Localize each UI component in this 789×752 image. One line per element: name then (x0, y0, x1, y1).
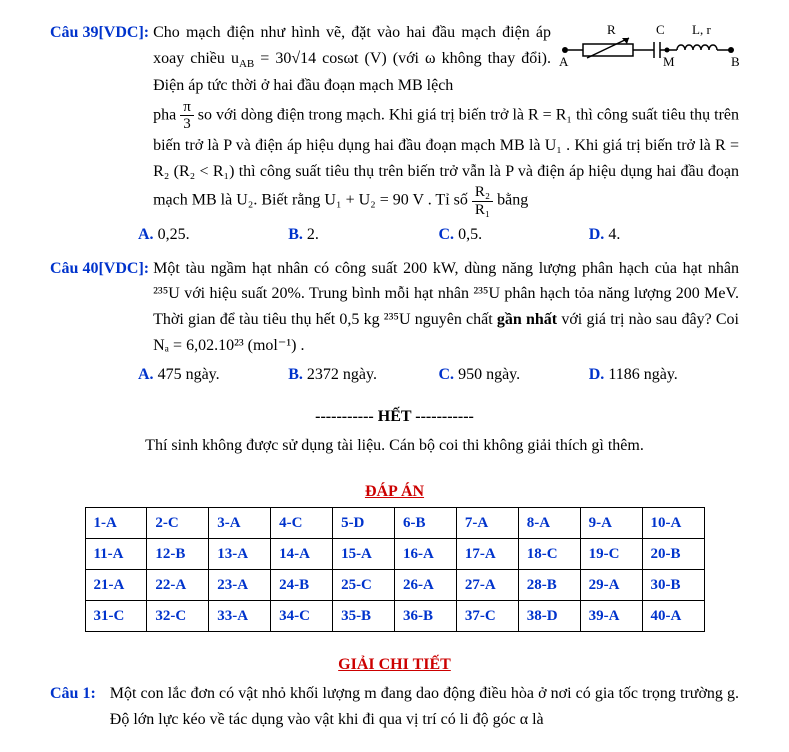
fraction-r2-r1: R₂R₁ (472, 184, 493, 218)
choice-a: A.475 ngày. (138, 362, 288, 388)
answer-cell: 2-C (147, 507, 209, 538)
giaichitiet-title: GIẢI CHI TIẾT (50, 652, 739, 678)
table-row: 31-C 32-C 33-A 34-C 35-B 36-B 37-C 38-D … (85, 600, 704, 631)
answer-cell: 16-A (394, 538, 456, 569)
label-Lr: L, r (692, 24, 711, 37)
answer-cell: 38-D (518, 600, 580, 631)
note-text: Thí sinh không được sử dụng tài liệu. Cá… (50, 433, 739, 459)
answer-cell: 9-A (580, 507, 642, 538)
question-body: R C L, r A (153, 20, 739, 218)
label-B: B (731, 54, 739, 69)
choice-letter: A. (138, 362, 154, 388)
answer-cell: 11-A (85, 538, 147, 569)
answer-cell: 32-C (147, 600, 209, 631)
answer-cell: 39-A (580, 600, 642, 631)
answer-cell: 34-C (271, 600, 333, 631)
answer-cell: 7-A (456, 507, 518, 538)
answer-cell: 1-A (85, 507, 147, 538)
question-39: Câu 39[VDC]: R C L, r A (50, 20, 739, 218)
solution-body: Một con lắc đơn có vật nhỏ khối lượng m … (110, 681, 739, 732)
end-marker: ----------- HẾT ----------- (50, 404, 739, 430)
choice-letter: D. (589, 222, 605, 248)
choice-letter: D. (589, 362, 605, 388)
q39-text-4: so với dòng điện trong mạch. Khi giá trị… (153, 107, 739, 209)
answer-cell: 24-B (271, 569, 333, 600)
choice-text: 2. (307, 222, 319, 248)
answer-cell: 30-B (642, 569, 704, 600)
answer-cell: 8-A (518, 507, 580, 538)
answer-cell: 5-D (333, 507, 395, 538)
table-row: 21-A 22-A 23-A 24-B 25-C 26-A 27-A 28-B … (85, 569, 704, 600)
choice-d: D.4. (589, 222, 739, 248)
answer-cell: 22-A (147, 569, 209, 600)
answer-cell: 26-A (394, 569, 456, 600)
choice-letter: C. (439, 362, 455, 388)
answer-cell: 28-B (518, 569, 580, 600)
question-body: Một tàu ngầm hạt nhân có công suất 200 k… (153, 256, 739, 358)
q39-text-5: bằng (493, 192, 528, 209)
choice-d: D.1186 ngày. (589, 362, 739, 388)
dapan-title: ĐÁP ÁN (50, 479, 739, 505)
answer-cell: 23-A (209, 569, 271, 600)
answer-cell: 14-A (271, 538, 333, 569)
choice-letter: A. (138, 222, 154, 248)
choice-text: 4. (608, 222, 620, 248)
label-R: R (607, 24, 616, 37)
choice-c: C.0,5. (439, 222, 589, 248)
choice-text: 2372 ngày. (307, 362, 377, 388)
table-row: 11-A 12-B 13-A 14-A 15-A 16-A 17-A 18-C … (85, 538, 704, 569)
q39-text-3: pha (153, 107, 180, 124)
label-C: C (656, 24, 665, 37)
circuit-diagram: R C L, r A (559, 24, 739, 74)
answer-cell: 10-A (642, 507, 704, 538)
question-number: Câu 40[VDC]: (50, 256, 149, 358)
question-40: Câu 40[VDC]: Một tàu ngầm hạt nhân có cô… (50, 256, 739, 358)
answer-cell: 27-A (456, 569, 518, 600)
choice-letter: B. (288, 362, 303, 388)
answer-cell: 3-A (209, 507, 271, 538)
solution-number: Câu 1: (50, 681, 96, 732)
q40-choices: A.475 ngày. B.2372 ngày. C.950 ngày. D.1… (138, 362, 739, 388)
answer-cell: 19-C (580, 538, 642, 569)
answer-cell: 13-A (209, 538, 271, 569)
answer-cell: 25-C (333, 569, 395, 600)
table-row: 1-A 2-C 3-A 4-C 5-D 6-B 7-A 8-A 9-A 10-A (85, 507, 704, 538)
choice-b: B.2372 ngày. (288, 362, 438, 388)
answer-cell: 15-A (333, 538, 395, 569)
solution-1: Câu 1: Một con lắc đơn có vật nhỏ khối l… (50, 681, 739, 732)
label-A: A (559, 54, 569, 69)
answer-cell: 40-A (642, 600, 704, 631)
choice-text: 1186 ngày. (608, 362, 677, 388)
q40-bold: gần nhất (497, 311, 557, 328)
u-sub: AB (239, 58, 254, 70)
choice-text: 0,25. (158, 222, 190, 248)
answer-cell: 18-C (518, 538, 580, 569)
answer-cell: 37-C (456, 600, 518, 631)
choice-text: 0,5. (458, 222, 482, 248)
answer-cell: 4-C (271, 507, 333, 538)
label-M: M (663, 54, 675, 69)
answer-cell: 21-A (85, 569, 147, 600)
choice-a: A.0,25. (138, 222, 288, 248)
answer-cell: 12-B (147, 538, 209, 569)
choice-letter: B. (288, 222, 303, 248)
answer-cell: 31-C (85, 600, 147, 631)
choice-b: B.2. (288, 222, 438, 248)
choice-text: 950 ngày. (458, 362, 520, 388)
answer-cell: 29-A (580, 569, 642, 600)
answer-cell: 33-A (209, 600, 271, 631)
choice-text: 475 ngày. (158, 362, 220, 388)
q39-choices: A.0,25. B.2. C.0,5. D.4. (138, 222, 739, 248)
answer-cell: 6-B (394, 507, 456, 538)
answer-cell: 17-A (456, 538, 518, 569)
choice-letter: C. (439, 222, 455, 248)
answers-table: 1-A 2-C 3-A 4-C 5-D 6-B 7-A 8-A 9-A 10-A… (85, 507, 705, 632)
question-number: Câu 39[VDC]: (50, 20, 149, 218)
answer-cell: 36-B (394, 600, 456, 631)
choice-c: C.950 ngày. (439, 362, 589, 388)
answer-cell: 35-B (333, 600, 395, 631)
answer-cell: 20-B (642, 538, 704, 569)
fraction-pi-3: π3 (180, 99, 194, 133)
